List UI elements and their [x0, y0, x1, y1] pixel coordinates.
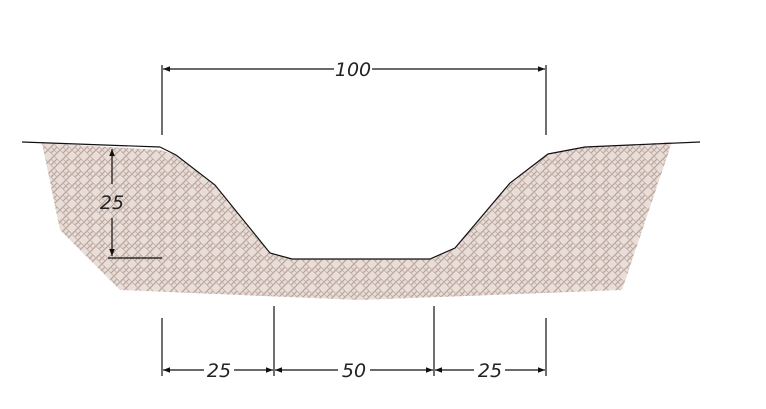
top-width-label: 100 — [335, 59, 371, 81]
depth-dimension: 25 — [100, 149, 162, 259]
left-slope-label: 25 — [207, 360, 231, 382]
depth-label: 25 — [100, 192, 124, 214]
right-slope-dimension: 25 — [435, 360, 545, 382]
top-width-dimension: 100 — [161, 59, 547, 135]
bottom-width-dimension: 50 — [275, 360, 433, 382]
bottom-extension-lines — [161, 306, 547, 376]
ground-line-right — [584, 141, 701, 148]
left-slope-dimension: 25 — [163, 360, 273, 382]
soil-hatch-area — [42, 142, 672, 300]
right-slope-label: 25 — [478, 360, 502, 382]
bottom-width-label: 50 — [342, 360, 366, 382]
channel-profile-line — [159, 146, 586, 260]
ground-line-left — [21, 141, 161, 148]
